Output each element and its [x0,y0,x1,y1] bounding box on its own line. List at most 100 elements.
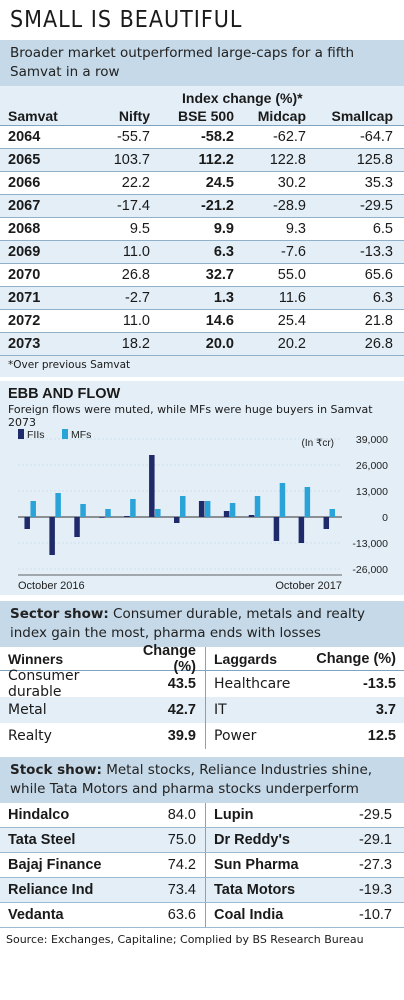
table-row: 2065 103.7 112.2 122.8 125.8 [0,149,404,172]
laggard-change: -13.5 [362,676,396,692]
outperformer-change: 84.0 [167,807,196,823]
bar-fiis [99,517,105,518]
winner-change: 39.9 [167,728,196,744]
col-header-bse500: BSE 500 [177,107,234,124]
table-row: 2066 22.2 24.5 30.2 35.3 [0,172,404,195]
bar-mfs [279,483,286,517]
midcap-cell: 30.2 [277,175,306,191]
underperformer-name: Coal India [214,907,284,923]
bse500-cell: -58.2 [200,129,234,145]
laggard-change: 3.7 [375,702,396,718]
nifty-cell: -2.7 [125,290,150,306]
smallcap-cell: 35.3 [364,175,393,191]
underperformer-cell-group: Tata Motors -19.3 [206,878,404,902]
underperformer-change: -19.3 [358,882,392,898]
bse500-cell: 112.2 [198,152,235,168]
outperformer-name: Bajaj Finance [8,857,102,873]
sector-header-row: Winners Change (%) Laggards Change (%) [0,643,404,675]
sector-rows: Consumer durable 43.5 Healthcare -13.5 Metal… [0,668,404,749]
laggard-cell-group: IT 3.7 [206,697,404,723]
laggard-change: 12.5 [367,728,396,744]
smallcap-cell: 65.6 [364,267,393,283]
bar-fiis [198,501,205,517]
laggard-cell-group: Healthcare -13.5 [206,671,404,697]
samvat-header-row: Samvat Nifty BSE 500 Midcap Smallcap [0,106,404,126]
bar-mfs [155,509,161,517]
table-row: 2070 26.8 32.7 55.0 65.6 [0,264,404,287]
outperformer-change: 73.4 [167,882,196,898]
winner-name: Consumer durable [8,668,80,700]
bse500-cell: 24.5 [205,175,234,191]
midcap-cell: -62.7 [272,129,306,145]
nifty-cell: 11.0 [122,244,150,260]
table-row: 2068 9.5 9.9 9.3 6.5 [0,218,404,241]
table-row: 2072 11.0 14.6 25.4 21.8 [0,310,404,333]
nifty-cell: 26.8 [121,267,150,283]
title-bar: SMALL IS BEAUTIFUL [0,0,404,40]
outperformer-name: Hindalco [8,807,70,823]
nifty-cell: -17.4 [116,198,150,214]
underperformer-change: -27.3 [358,857,392,873]
samvat-cell: 2066 [8,175,41,191]
nifty-cell: 9.5 [129,221,150,237]
bar-fiis [174,517,180,523]
outperformer-cell-group: Hindalco 84.0 [0,803,206,827]
col-header-midcap: Midcap [257,107,306,124]
underperformer-change: -29.1 [358,832,392,848]
nifty-cell: -55.7 [116,129,150,145]
sector-header-left: Winners Change (%) [0,643,206,675]
nifty-cell: 11.0 [122,313,150,329]
outperformer-cell-group: Reliance Ind 73.4 [0,878,206,902]
chart-title: EBB AND FLOW [8,386,121,402]
midcap-cell: 20.2 [277,336,306,352]
stock-subtitle-rest: Metal stocks, Reliance Industries shine,… [10,762,373,797]
midcap-cell: 11.6 [278,290,306,306]
table-row: 2069 11.0 6.3 -7.6 -13.3 [0,241,404,264]
underperformer-cell-group: Lupin -29.5 [206,803,404,827]
y-tick-label: 13,000 [356,486,388,498]
samvat-cell: 2070 [8,267,41,283]
bar-mfs [130,499,136,517]
bar-mfs [254,496,261,517]
bse500-cell: 9.9 [213,221,234,237]
outperformer-name: Reliance Ind [8,882,94,898]
winner-cell-group: Realty 39.9 [0,723,206,749]
bar-fiis [49,517,55,555]
midcap-cell: 122.8 [269,152,306,168]
sector-subtitle-bold: Sector show: [10,606,109,622]
samvat-cell: 2072 [8,313,41,329]
underperformer-name: Tata Motors [214,882,296,898]
unit-label: (In ₹cr) [302,438,334,449]
sector-subtitle-rest: Consumer durable, metals and realty inde… [10,606,365,641]
table-row: Bajaj Finance 74.2 Sun Pharma -27.3 [0,853,404,878]
underperformer-change: -10.7 [358,907,392,923]
outperformer-change: 74.2 [167,857,196,873]
bar-mfs [105,509,111,517]
midcap-cell: -28.9 [272,198,306,214]
samvat-cell: 2069 [8,244,41,260]
samvat-footnote: *Over previous Samvat [8,359,131,371]
bar-mfs [55,493,61,517]
samvat-cell: 2067 [8,198,41,214]
midcap-cell: 9.3 [285,221,306,237]
smallcap-cell: -64.7 [359,129,393,145]
laggard-name: Power [214,728,257,744]
samvat-superheader-row: Index change (%)* [0,86,404,106]
bar-fiis [248,515,255,517]
winner-cell-group: Consumer durable 43.5 [0,668,206,700]
bar-mfs [329,509,336,517]
smallcap-cell: 6.5 [372,221,393,237]
laggards-change-header: Change (%) [316,650,396,667]
x-end-label: October 2017 [275,580,342,592]
y-tick-label: -26,000 [352,564,388,576]
table-row: 2064 -55.7 -58.2 -62.7 -64.7 [0,126,404,149]
samvat-cell: 2065 [8,152,41,168]
table-row: Vedanta 63.6 Coal India -10.7 [0,903,404,928]
outperformer-name: Tata Steel [8,832,76,848]
sector-table-panel: Sector show: Consumer durable, metals an… [0,601,404,749]
smallcap-cell: -29.5 [359,198,393,214]
bar-mfs [304,487,311,517]
stock-rows: Hindalco 84.0 Lupin -29.5 Tata Steel 75.0 Dr R… [0,803,404,928]
bse500-cell: 1.3 [213,290,234,306]
legend-label: MFs [71,429,91,441]
